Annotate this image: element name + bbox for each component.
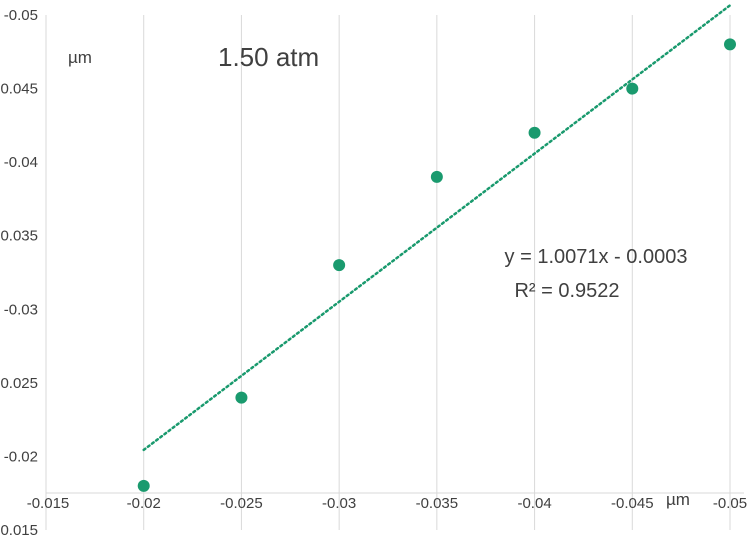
x-axis-unit-label: µm [666, 490, 690, 509]
y-tick-label: -0.035 [0, 228, 38, 245]
y-tick-label: -0.04 [4, 154, 38, 171]
axes [45, 15, 744, 530]
x-tick-label: -0.015 [27, 495, 70, 512]
trendline-r-squared: R² = 0.9522 [514, 280, 619, 302]
gridlines [143, 15, 731, 530]
data-point [724, 38, 736, 51]
x-tick-label: -0.035 [416, 495, 459, 512]
x-tick-label: -0.025 [220, 495, 263, 512]
y-tick-label: -0.045 [0, 81, 38, 98]
data-point [528, 126, 541, 139]
pressure-annotation: 1.50 atm [218, 42, 319, 72]
y-tick-label: -0.015 [0, 522, 38, 539]
data-point [430, 170, 443, 183]
data-point [137, 479, 150, 492]
y-tick-label: -0.05 [4, 7, 38, 24]
trendline-equation: y = 1.0071x - 0.0003 [505, 246, 688, 268]
y-axis-unit-label: µm [68, 48, 92, 67]
y-tick-label: -0.025 [0, 375, 38, 392]
y-tick-label: -0.02 [4, 448, 38, 465]
tick-labels: -0.015 -0.02 -0.025 -0.03 -0.035 -0.04 -0.045 -… [0, 7, 747, 539]
x-tick-label: -0.04 [517, 495, 551, 512]
trendline [142, 4, 732, 452]
x-tick-label: -0.05 [713, 495, 747, 512]
data-point [333, 259, 346, 272]
data-point [235, 391, 248, 404]
x-tick-label: -0.03 [322, 495, 356, 512]
x-tick-label: -0.02 [127, 495, 161, 512]
trendline-group [142, 4, 732, 452]
data-points [137, 38, 736, 492]
y-tick-label: -0.03 [4, 301, 38, 318]
data-point [626, 82, 639, 95]
x-tick-label: -0.045 [611, 495, 654, 512]
